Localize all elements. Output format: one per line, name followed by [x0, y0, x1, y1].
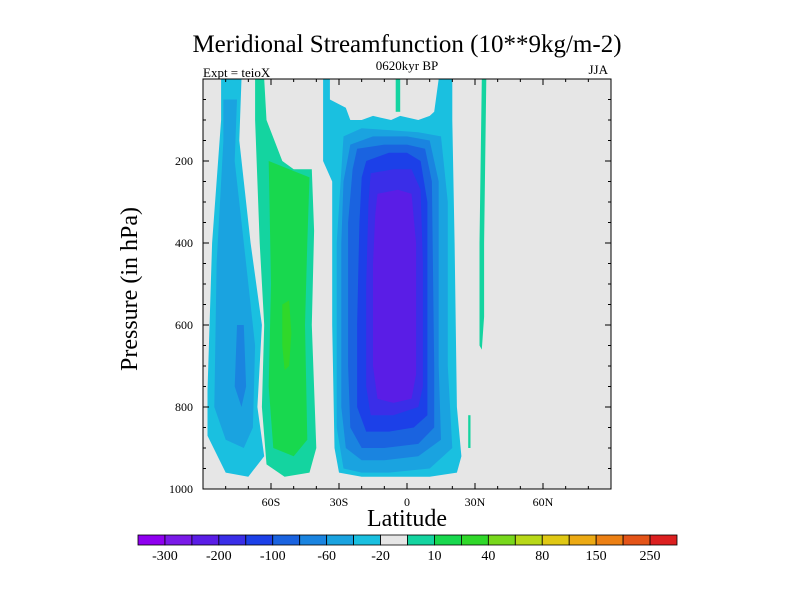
x-tick-label: 30N	[465, 495, 486, 509]
colorbar-swatch	[191, 534, 220, 546]
y-tick-label: 600	[175, 318, 193, 332]
contour-sh-outer-cell-inner	[234, 325, 247, 407]
time-label: 0620kyr BP	[376, 58, 438, 73]
y-axis-label: Pressure (in hPa)	[117, 207, 143, 371]
experiment-label: Expt = teioX	[203, 65, 271, 80]
colorbar-swatch	[460, 534, 489, 546]
x-tick-label: 60S	[262, 495, 281, 509]
y-tick-label: 200	[175, 154, 193, 168]
colorbar-label: -300	[152, 549, 178, 564]
colorbar: -300 -200 -100 -60 -20 10 40 80 150 250	[137, 534, 678, 564]
plot-area	[202, 78, 612, 490]
contour-sh-ferrel-cell-inner	[282, 300, 292, 371]
x-axis-label: Latitude	[367, 506, 447, 532]
colorbar-swatch	[487, 534, 516, 546]
colorbar-label: -60	[317, 549, 336, 564]
colorbar-swatch	[434, 534, 462, 546]
colorbar-swatch	[326, 534, 354, 546]
colorbar-label: 10	[427, 549, 441, 564]
x-tick-label: 30S	[330, 495, 349, 509]
colorbar-swatch	[595, 534, 624, 546]
colorbar-swatch	[407, 534, 435, 546]
colorbar-swatch	[380, 534, 408, 546]
x-axis: 60S 30S 0 30N 60N	[202, 79, 612, 509]
colorbar-swatch	[299, 534, 328, 546]
y-tick-label: 800	[175, 400, 193, 414]
colorbar-swatch	[568, 534, 597, 546]
colorbar-label: 250	[640, 549, 661, 564]
colorbar-swatch	[541, 534, 570, 546]
colorbar-swatch	[164, 534, 193, 546]
colorbar-swatch	[245, 534, 274, 546]
season-label: JJA	[588, 62, 608, 77]
colorbar-label: 150	[586, 549, 607, 564]
colorbar-swatch	[514, 534, 543, 546]
colorbar-swatch	[218, 534, 247, 546]
colorbar-swatch	[622, 534, 651, 546]
chart-title: Meridional Streamfunction (10**9kg/m-2)	[192, 31, 621, 58]
y-axis: 200 400 600 800 1000	[169, 78, 611, 496]
colorbar-label: 80	[535, 549, 549, 564]
y-tick-label: 1000	[169, 482, 193, 496]
colorbar-swatch	[272, 534, 301, 546]
contour-nh-streak	[479, 79, 487, 350]
colorbar-label: -100	[260, 549, 286, 564]
contour-nh-streak-small	[468, 415, 471, 448]
colorbar-swatch	[137, 534, 166, 546]
colorbar-label: -200	[206, 549, 232, 564]
x-tick-label: 60N	[533, 495, 554, 509]
x-tick-label: 0	[404, 495, 410, 509]
colorbar-swatch	[353, 534, 381, 546]
colorbar-label: -20	[371, 549, 390, 564]
contour-sh-hadley-cell-150	[373, 189, 417, 403]
y-tick-label: 400	[175, 236, 193, 250]
contour-nh-polar-strip	[395, 79, 401, 112]
colorbar-swatch	[649, 534, 678, 546]
colorbar-label: 40	[481, 549, 495, 564]
